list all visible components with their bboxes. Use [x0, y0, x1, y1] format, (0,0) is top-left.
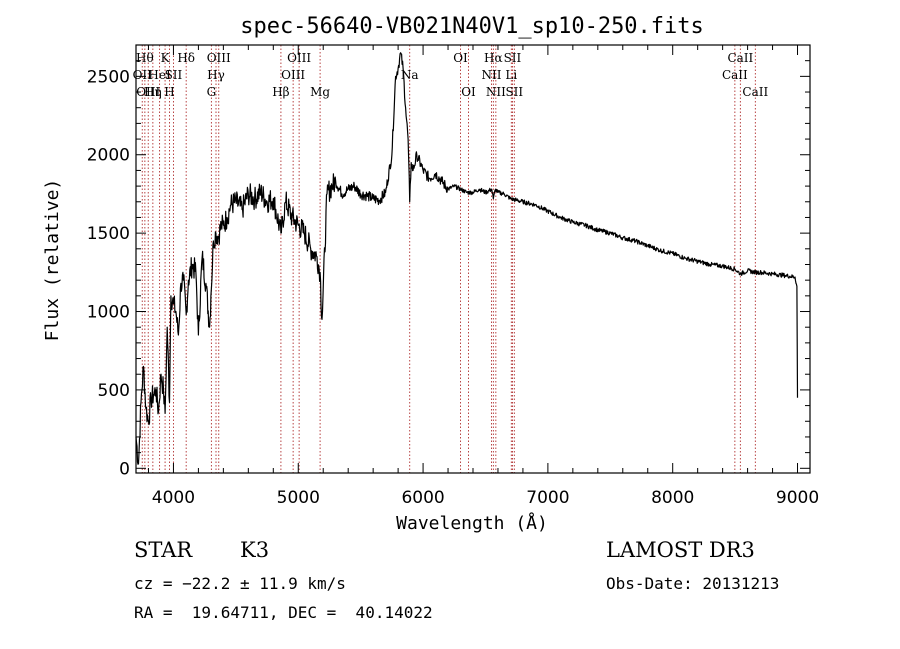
- line-label-24: SII: [505, 85, 523, 99]
- line-label-25: CaII: [722, 68, 748, 82]
- line-label-14: OIII: [287, 51, 311, 65]
- line-label-10: Hγ: [207, 68, 225, 82]
- line-label-6: H: [164, 85, 174, 99]
- line-label-12: Hβ: [272, 85, 289, 99]
- survey-name: LAMOST DR3: [606, 538, 755, 562]
- line-label-23: SII: [504, 51, 522, 65]
- velocity-readout: cz = −22.2 ± 11.9 km/s: [134, 574, 346, 593]
- line-label-22: Li: [505, 68, 517, 82]
- axis-ticks: [136, 45, 810, 473]
- x-tick-label-7000: 7000: [526, 488, 569, 508]
- y-tick-label-1000: 1000: [87, 303, 130, 323]
- chart-title: spec-56640-VB021N40V1_sp10-250.fits: [240, 14, 704, 39]
- line-label-15: Mg: [310, 85, 330, 99]
- spectral-line-markers: [142, 45, 755, 473]
- y-tick-label-0: 0: [119, 459, 130, 479]
- object-class: STAR: [134, 538, 192, 562]
- plot-frame: [136, 45, 810, 473]
- line-label-18: OI: [461, 85, 476, 99]
- x-axis-label: Wavelength (Å): [396, 512, 548, 534]
- line-label-1: Hθ: [136, 51, 154, 65]
- x-tick-label-8000: 8000: [651, 488, 694, 508]
- line-label-13: OIII: [281, 68, 305, 82]
- x-tick-label-4000: 4000: [152, 488, 195, 508]
- line-label-7: SII: [165, 68, 183, 82]
- line-label-21: NII: [486, 85, 506, 99]
- coordinates: RA = 19.64711, DEC = 40.14022: [134, 603, 433, 622]
- line-label-5: K: [161, 51, 171, 65]
- object-subclass: K3: [240, 538, 269, 562]
- line-label-17: OI: [453, 51, 468, 65]
- x-tick-label-9000: 9000: [776, 488, 819, 508]
- line-label-3: Hη: [144, 85, 162, 99]
- line-label-11: OIII: [207, 51, 231, 65]
- x-tick-label-6000: 6000: [401, 488, 444, 508]
- obs-date: Obs-Date: 20131213: [606, 574, 779, 593]
- line-label-26: CaII: [727, 51, 753, 65]
- line-label-19: NII: [481, 68, 501, 82]
- line-label-9: G: [207, 85, 217, 99]
- line-label-16: Na: [401, 68, 419, 82]
- y-tick-label-2500: 2500: [87, 67, 130, 87]
- line-label-20: Hα: [484, 51, 503, 65]
- spectrum-series-line: [136, 53, 798, 465]
- line-label-8: Hδ: [177, 51, 195, 65]
- y-axis-label: Flux (relative): [42, 179, 63, 342]
- spectral-line-labels: OIIHθOIIIHηHeIKHSIIHδGHγOIIIHβOIIIOIIIMg…: [133, 51, 769, 99]
- y-tick-label-2000: 2000: [87, 146, 130, 166]
- line-label-27: CaII: [742, 85, 768, 99]
- y-tick-label-500: 500: [98, 381, 130, 401]
- x-tick-label-5000: 5000: [277, 488, 320, 508]
- y-tick-label-1500: 1500: [87, 224, 130, 244]
